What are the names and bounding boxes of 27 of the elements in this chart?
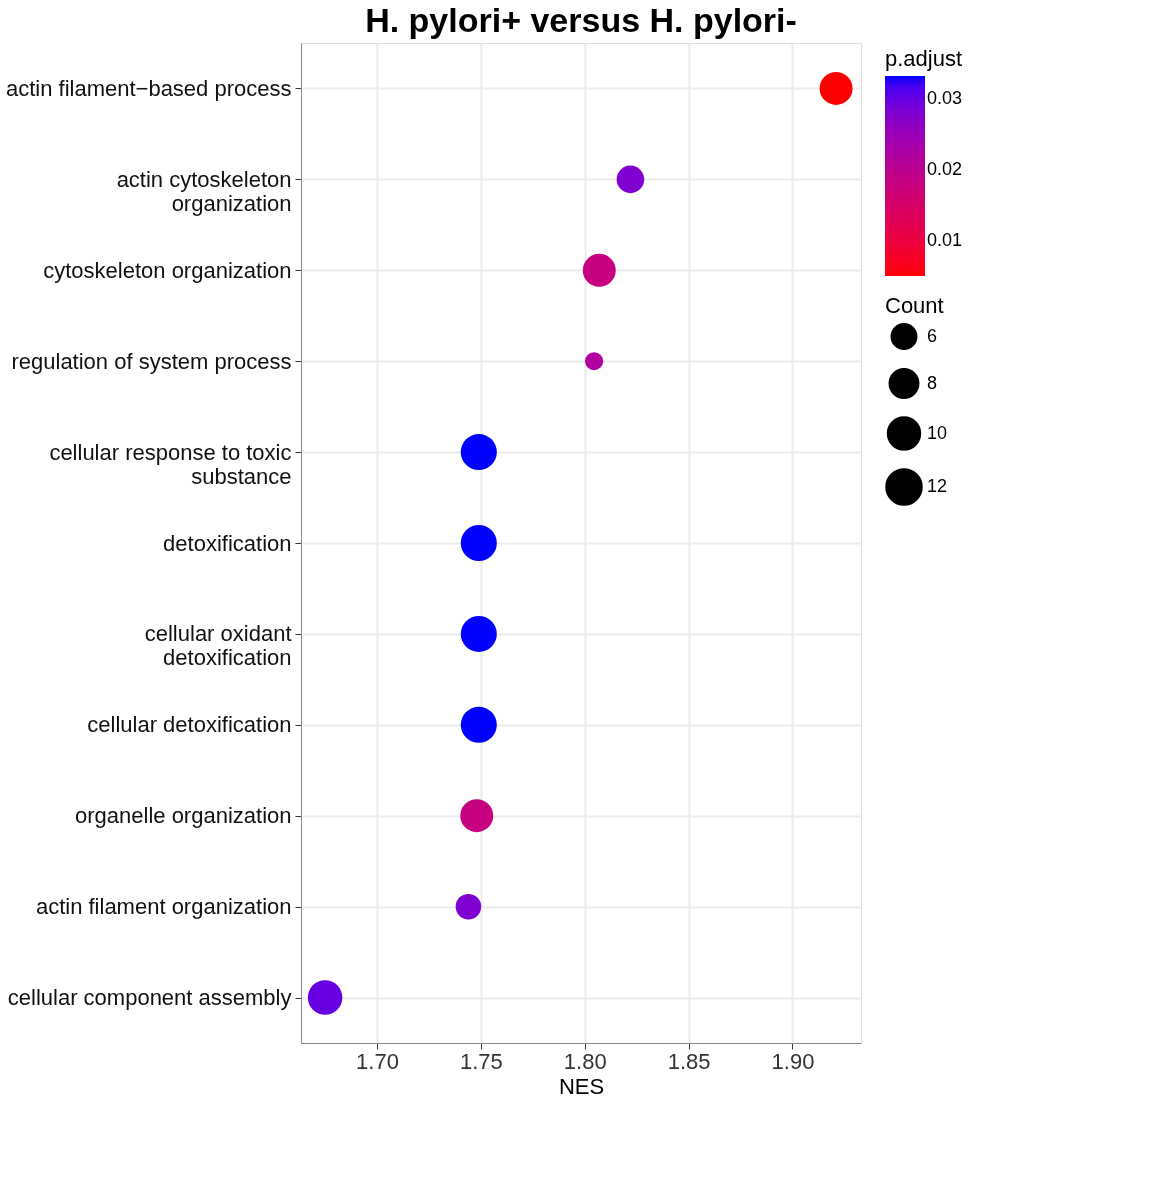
y-tick-label: cellular component assembly [7,985,292,1011]
legend-label: 8 [927,372,938,393]
x-tick-label: 1.75 [459,1048,503,1074]
legend-label: 6 [927,325,938,346]
color-bar-title: p.adjust [885,46,963,71]
x-tick-label: 1.80 [563,1048,607,1074]
color-bar-label: 0.03 [927,88,963,109]
x-tick-label: 1.85 [667,1048,711,1074]
y-tick-label: actin filament−based process [5,75,292,101]
y-tick-label: detoxification [163,530,292,556]
y-tick-label: actin cytoskeleton organization [116,166,292,216]
x-axis-title: NES [558,1073,605,1099]
legend-title: Count [885,293,944,318]
y-tick-label: actin filament organization [35,894,292,920]
y-tick-label: regulation of system process [11,348,292,374]
legend-label: 12 [927,476,948,496]
y-tick-label: cytoskeleton organization [43,257,292,283]
x-tick-label: 1.90 [771,1048,815,1074]
y-tick-label: organelle organization [75,803,292,829]
y-tick-label: cellular response to toxic substance [49,439,292,489]
y-tick-label: cellular oxidant detoxification [144,621,292,671]
x-tick-label: 1.70 [356,1048,399,1074]
chart-title: H. pylori+ versus H. pylori- [365,1,797,39]
y-tick-label: cellular detoxification [87,712,292,738]
color-bar-label: 0.01 [927,229,963,250]
legend-label: 10 [927,422,948,443]
color-bar-label: 0.02 [927,158,963,179]
